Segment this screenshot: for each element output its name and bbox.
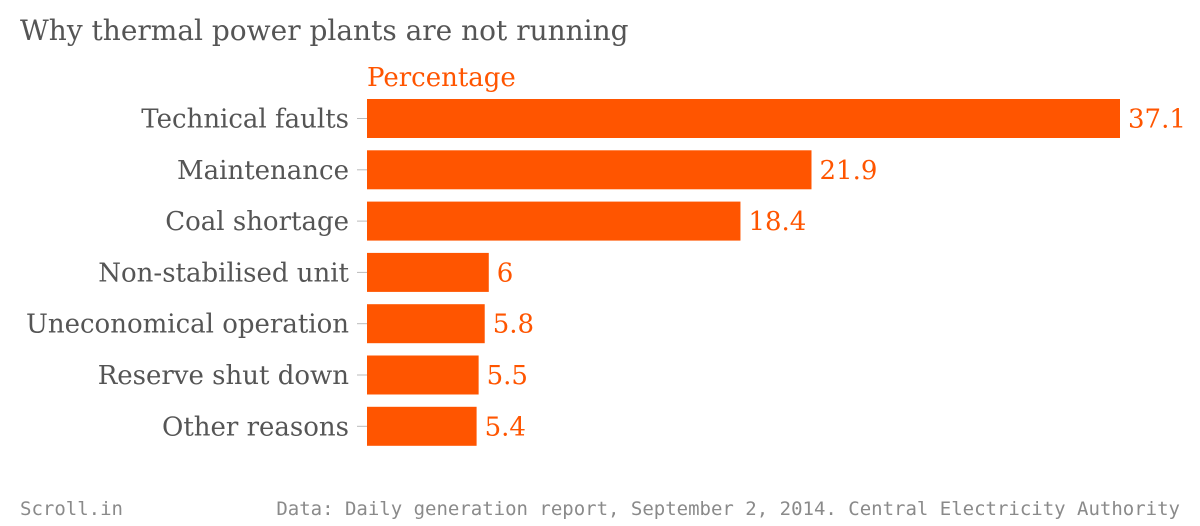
- bars: [367, 99, 1120, 446]
- value-label: 5.8: [493, 310, 534, 340]
- bar: [367, 252, 489, 292]
- bar: [367, 406, 477, 446]
- category-label: Maintenance: [177, 156, 349, 186]
- category-label: Reserve shut down: [98, 361, 350, 391]
- source-note: Data: Daily generation report, September…: [276, 498, 1180, 520]
- value-label: 21.9: [819, 156, 877, 186]
- value-label: 5.4: [485, 412, 526, 442]
- bar: [367, 201, 741, 241]
- category-label: Non-stabilised unit: [98, 258, 349, 288]
- series-label: Percentage: [367, 63, 516, 93]
- category-label: Technical faults: [141, 105, 349, 135]
- value-label: 37.1: [1128, 105, 1186, 135]
- category-label: Other reasons: [162, 412, 349, 442]
- source-brand: Scroll.in: [20, 498, 123, 520]
- value-label: 6: [497, 258, 514, 288]
- bar: [367, 99, 1120, 138]
- value-labels: 37.1 21.9 18.4 6 5.8 5.5 5.4: [485, 105, 1186, 443]
- bar: [367, 355, 479, 395]
- category-labels: Technical faults Maintenance Coal shortage…: [26, 105, 367, 442]
- chart-title: Why thermal power plants are not running: [20, 14, 629, 47]
- value-label: 5.5: [487, 361, 528, 391]
- bar: [367, 150, 812, 190]
- value-label: 18.4: [748, 207, 806, 237]
- category-label: Uneconomical operation: [26, 310, 349, 340]
- category-label: Coal shortage: [165, 207, 349, 237]
- bar: [367, 304, 485, 344]
